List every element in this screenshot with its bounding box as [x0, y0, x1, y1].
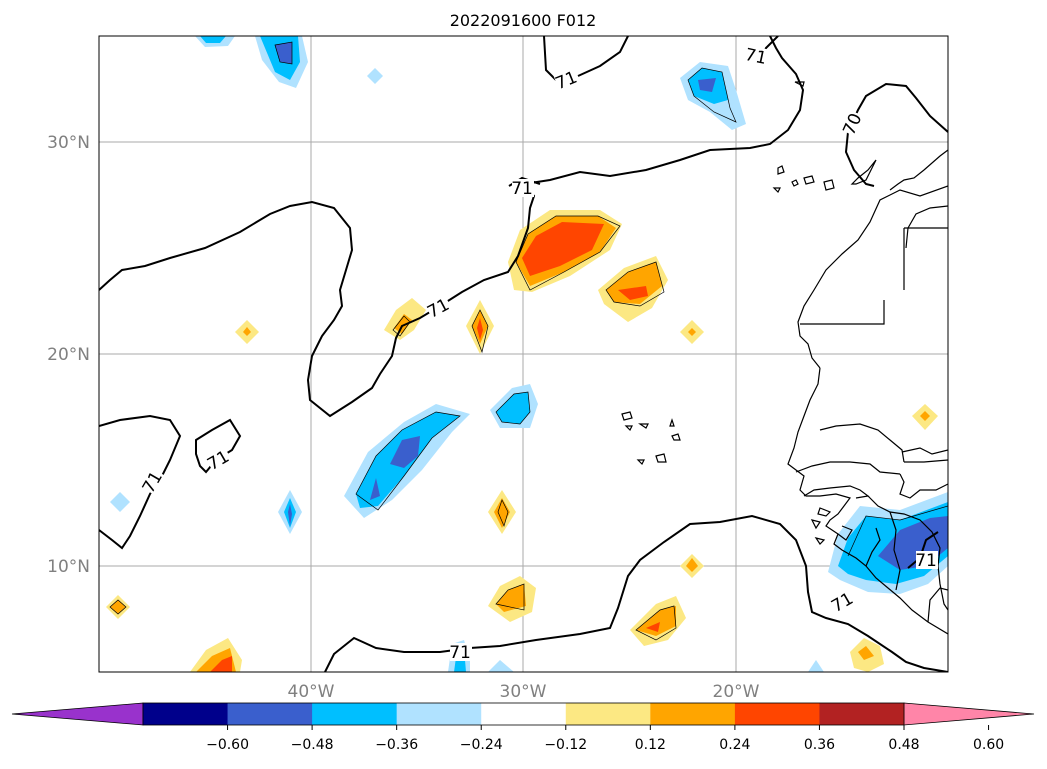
- blob-positive-6: [680, 320, 704, 344]
- colorbar-segment: [227, 703, 313, 725]
- colorbar-tick-label: −0.48: [291, 737, 334, 753]
- blob-positive-14: [850, 638, 884, 672]
- blob-positive-11: [630, 596, 686, 646]
- colorbar-segment: [143, 703, 229, 725]
- blob-negative-4: [680, 62, 746, 130]
- lat-label-20n: 20°N: [47, 345, 90, 365]
- lon-label-40w: 40°W: [288, 682, 335, 702]
- colorbar-tick-label: −0.36: [375, 737, 418, 753]
- blob-positive-10: [680, 554, 704, 578]
- lat-label-10n: 10°N: [47, 557, 90, 577]
- colorbar-extend-low: [11, 702, 144, 726]
- colorbar-segment: [565, 703, 651, 725]
- colorbar-tick-label: −0.12: [544, 737, 587, 753]
- contour-label: 71: [743, 45, 768, 69]
- contour-label: 71: [511, 179, 533, 199]
- blob-negative-1: [195, 36, 235, 47]
- contour-label: 71: [449, 643, 471, 663]
- colorbar-segment: [734, 703, 820, 725]
- blob-outlines: [109, 41, 948, 641]
- colorbar-tick-label: −0.60: [206, 737, 249, 753]
- blob-positive-5: [235, 320, 259, 344]
- colorbar-tick-label: 0.48: [888, 737, 919, 753]
- colorbar-segment: [650, 703, 736, 725]
- colorbar-tick-label: 0.36: [804, 737, 835, 753]
- colorbar-segment: [396, 703, 482, 725]
- colorbar-segment: [819, 703, 905, 725]
- map-area: [99, 36, 948, 672]
- lon-label-30w: 30°W: [500, 682, 547, 702]
- colorbar-frame: [142, 702, 905, 726]
- contour-label-layer: 71 71 70 71 71 71 71 71 71 71: [139, 45, 938, 663]
- map-title: 2022091600 F012: [450, 11, 597, 30]
- blob-positive-13: [912, 404, 938, 430]
- lon-label-20w: 20°W: [713, 682, 760, 702]
- colorbar-tick-label: 0.12: [635, 737, 666, 753]
- colorbar-extend-high: [903, 702, 1035, 726]
- blob-negative-3: [367, 68, 383, 84]
- map-frame: [98, 35, 949, 673]
- colorbar-tick-label: 0.24: [719, 737, 750, 753]
- blob-positive-3: [384, 298, 426, 340]
- colorbar: −0.60 −0.48 −0.36 −0.24 −0.12 0.12 0.24 0.36 0.4…: [11, 702, 1035, 753]
- colorbar-tick-label: −0.24: [460, 737, 503, 753]
- blob-positive-1: [508, 210, 622, 292]
- lat-label-30n: 30°N: [47, 133, 90, 153]
- colorbar-tick-label: 0.60: [973, 737, 1004, 753]
- blob-positive-7: [488, 490, 516, 534]
- colorbar-segment: [312, 703, 398, 725]
- blob-negative-7: [278, 490, 302, 534]
- blob-positive-2: [598, 256, 668, 322]
- contour-label: 71: [915, 551, 937, 571]
- colorbar-segment: [481, 703, 567, 725]
- coastlines: [621, 81, 948, 635]
- blob-positive-12: [190, 638, 242, 672]
- blob-negative-8: [110, 492, 130, 512]
